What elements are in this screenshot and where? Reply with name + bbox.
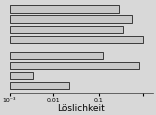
Bar <box>10 26 123 33</box>
Bar <box>10 6 119 14</box>
Bar <box>10 72 34 79</box>
Bar <box>10 36 143 43</box>
Bar <box>10 16 132 23</box>
Bar <box>10 52 103 59</box>
Bar <box>10 82 69 89</box>
X-axis label: Löslichkeit: Löslichkeit <box>58 103 105 112</box>
Bar <box>10 62 139 69</box>
